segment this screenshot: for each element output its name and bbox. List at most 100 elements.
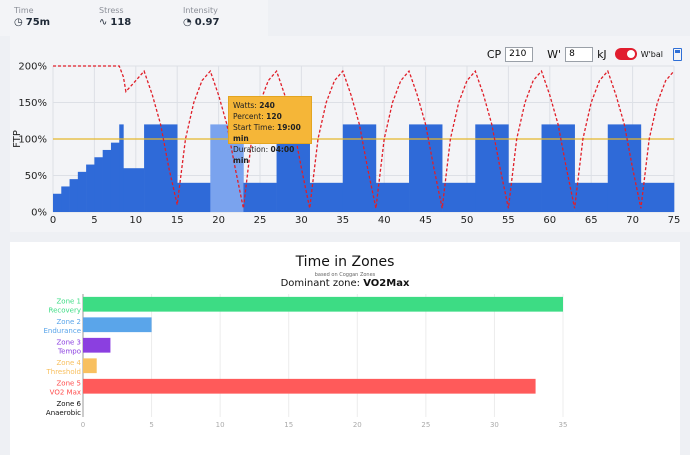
zone-label: Zone 4 — [57, 359, 82, 367]
x-tick-label: 35 — [336, 215, 349, 226]
workout-stats: Time ◷ 75m Stress ∿ 118 Intensity ◔ 0.97 — [0, 0, 268, 36]
workout-segment — [409, 124, 443, 212]
workout-segment — [123, 168, 145, 212]
zone-label: Tempo — [57, 347, 81, 355]
time-in-zones-panel: 0 5 10 15 20 25 30 35 Zone 1 Recovery Zone 2 Endura… — [10, 242, 680, 455]
workout-segment — [541, 124, 575, 212]
cp-input[interactable] — [505, 46, 534, 62]
wbal-label: W'bal — [640, 49, 663, 59]
workout-controls: CP W' kJ W'bal — [487, 46, 682, 62]
x-tick-label: 25 — [254, 215, 267, 226]
zone-bar — [83, 296, 563, 312]
stat-stress-label: Stress — [99, 6, 124, 15]
workout-segment — [309, 182, 344, 212]
workout-segment — [177, 182, 211, 212]
x-tick-label: 35 — [559, 421, 568, 429]
workout-segment — [508, 182, 542, 212]
y-axis-label: FTP — [12, 130, 23, 148]
workout-segment — [110, 142, 120, 212]
cp-label: CP — [486, 47, 502, 61]
workout-segment — [86, 164, 95, 212]
workout-segment — [102, 149, 112, 212]
workout-segment — [243, 182, 277, 212]
x-tick-label: 60 — [543, 215, 556, 226]
y-tick-label: 50% — [25, 171, 47, 182]
x-tick-label: 30 — [295, 215, 308, 226]
stat-time: Time ◷ 75m — [14, 6, 50, 28]
zone-label: Zone 1 — [57, 297, 82, 305]
wbal-line — [53, 65, 675, 209]
zone-bar — [83, 337, 111, 353]
x-tick-label: 5 — [91, 215, 97, 226]
y-tick-label: 0% — [31, 208, 47, 219]
stat-intensity-label: Intensity — [183, 6, 218, 15]
y-tick-label: 200% — [18, 62, 47, 73]
x-tick-label: 10 — [129, 215, 142, 226]
workout-chart: 0% 50% 100% 150% 200% 0 5 10 15 20 25 30 35 40 45 50 55 6… — [12, 62, 681, 227]
zone-label: Zone 6 — [57, 400, 82, 408]
stat-time-value: 75m — [25, 17, 51, 28]
x-tick-label: 20 — [353, 421, 362, 429]
zone-bar — [83, 378, 536, 394]
x-tick-label: 15 — [171, 215, 184, 226]
workout-segment — [342, 124, 377, 212]
stat-stress-value: 118 — [110, 17, 132, 28]
x-tick-label: 30 — [490, 421, 499, 429]
zone-label: Threshold — [46, 368, 82, 376]
x-tick-label: 65 — [585, 215, 598, 226]
pulse-icon: ∿ — [99, 17, 108, 28]
workout-segment — [442, 182, 476, 212]
x-tick-label: 20 — [212, 215, 225, 226]
wprime-input[interactable] — [565, 46, 594, 62]
workout-segment — [94, 157, 103, 212]
tooltip-start-label: Start Time: — [233, 123, 275, 132]
wprime-unit: kJ — [597, 47, 607, 61]
zones-title: Time in Zones — [295, 254, 395, 270]
dominant-zone-label: Dominant zone: — [280, 278, 361, 289]
x-tick-label: 10 — [216, 421, 225, 429]
workout-segment — [61, 186, 70, 212]
calculator-icon[interactable] — [673, 47, 682, 61]
workout-segment — [77, 171, 87, 212]
x-tick-label: 25 — [421, 421, 430, 429]
y-tick-label: 100% — [18, 135, 47, 146]
wprime-label: W' — [547, 47, 562, 61]
x-tick-label: 40 — [378, 215, 391, 226]
tooltip-watts: 240 — [259, 101, 275, 110]
zone-label: Zone 3 — [57, 338, 82, 346]
tooltip-percent-label: Percent: — [233, 112, 264, 121]
workout-segment — [475, 124, 509, 212]
x-tick-label: 75 — [668, 215, 681, 226]
workout-segment — [607, 124, 642, 212]
workout-segment — [375, 182, 410, 212]
zone-label: Anaerobic — [46, 409, 81, 417]
zone-label: Recovery — [49, 306, 81, 314]
zone-label: VO2 Max — [50, 388, 81, 396]
workout-segment — [53, 193, 62, 212]
wbal-toggle[interactable] — [614, 48, 637, 60]
stat-intensity-value: 0.97 — [194, 17, 220, 28]
workout-panel: 0% 50% 100% 150% 200% 0 5 10 15 20 25 30 35 40 45 50 55 6… — [10, 36, 690, 232]
zones-subtitle: based on Coggan Zones — [314, 272, 376, 278]
stat-stress: Stress ∿ 118 — [99, 6, 131, 28]
stat-intensity: Intensity ◔ 0.97 — [183, 6, 219, 28]
x-tick-label: 15 — [284, 421, 293, 429]
dominant-zone: Dominant zone: VO2Max — [10, 278, 680, 289]
workout-segment — [119, 124, 124, 212]
y-tick-label: 150% — [18, 98, 47, 109]
tooltip-watts-label: Watts: — [233, 101, 257, 110]
workout-segment — [144, 124, 178, 212]
zone-bar — [83, 317, 152, 333]
tooltip-percent: 120 — [266, 112, 282, 121]
dominant-zone-value: VO2Max — [363, 278, 410, 289]
workout-segment — [69, 179, 79, 212]
zone-label: Zone 5 — [57, 379, 82, 387]
tooltip-duration-label: Duration: — [233, 145, 269, 154]
x-tick-label: 0 — [81, 421, 85, 429]
x-tick-label: 45 — [419, 215, 432, 226]
zone-label: Endurance — [44, 327, 82, 335]
x-tick-label: 0 — [50, 215, 56, 226]
tooltip-start: 19:00 min — [233, 123, 301, 143]
x-tick-label: 55 — [502, 215, 515, 226]
